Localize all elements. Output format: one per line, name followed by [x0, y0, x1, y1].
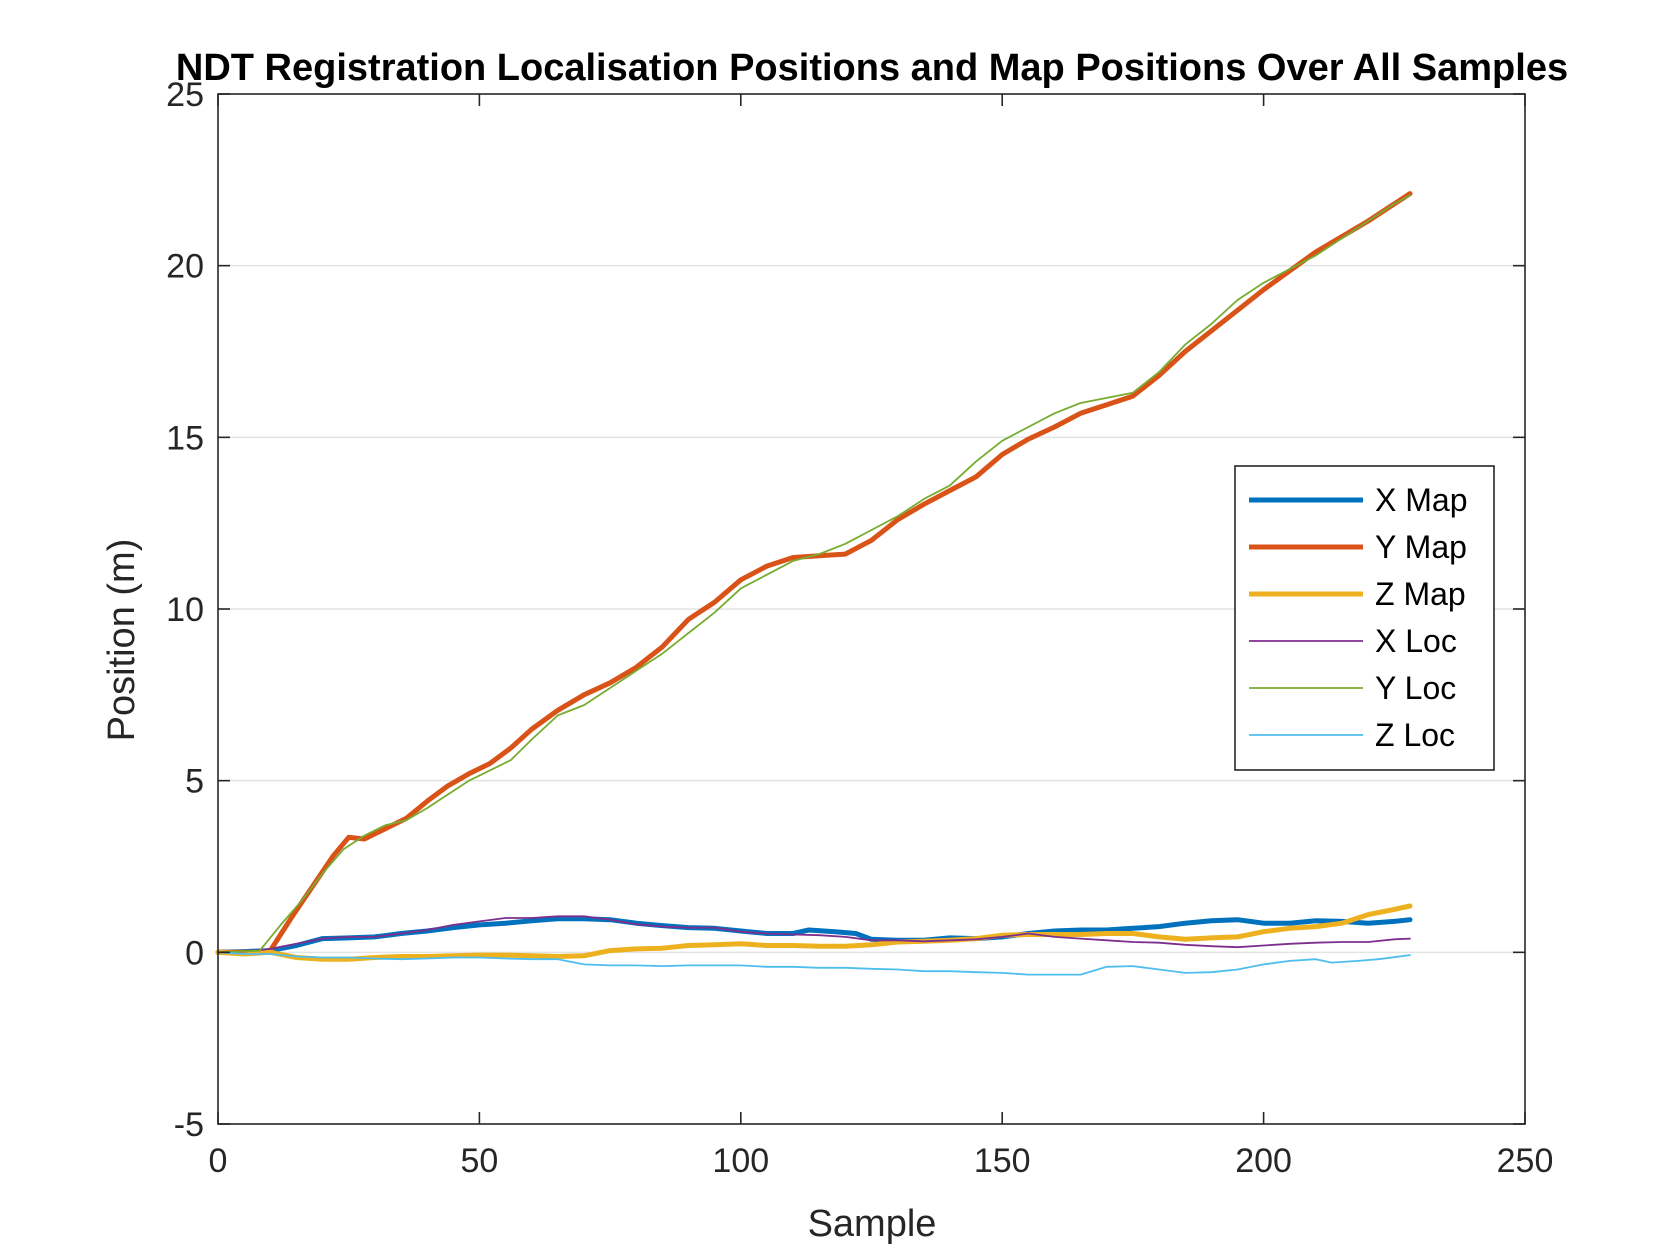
x-tick-label: 250 [1497, 1142, 1554, 1180]
legend-label: X Loc [1375, 623, 1457, 659]
chart-title: NDT Registration Localisation Positions … [176, 47, 1568, 89]
series-line-z-map [215, 903, 1413, 962]
legend-label: Y Loc [1375, 670, 1456, 706]
y-tick-label: 15 [166, 419, 204, 457]
y-tick-label: 20 [166, 248, 204, 286]
series-line-y-loc [217, 194, 1411, 954]
y-tick-label: 10 [166, 591, 204, 629]
x-axis-label: Sample [808, 1203, 937, 1245]
y-axis-label: Position (m) [101, 539, 143, 742]
x-tick-label: 50 [460, 1142, 498, 1180]
series-line-y-map [215, 191, 1413, 955]
legend: X Map Y Map Z Map X Loc Y Loc Z Loc [1234, 465, 1495, 771]
legend-label: Z Loc [1375, 717, 1455, 753]
legend-label: X Map [1375, 482, 1467, 518]
y-tick-label: -5 [174, 1106, 204, 1144]
series-line-x-loc [217, 915, 1411, 954]
x-tick-label: 150 [974, 1142, 1031, 1180]
x-tick-label: 0 [209, 1142, 228, 1180]
y-tick-label: 25 [166, 76, 204, 114]
y-tick-label: 5 [185, 763, 204, 801]
series-layer [215, 191, 1413, 976]
legend-box [1234, 465, 1495, 771]
y-tick-label: 0 [185, 934, 204, 972]
x-tick-label: 200 [1235, 1142, 1292, 1180]
x-tick-label: 100 [712, 1142, 769, 1180]
legend-label: Y Map [1375, 529, 1467, 565]
axis-ticks [217, 93, 1526, 1125]
legend-label: Z Map [1375, 576, 1466, 612]
series-line-z-loc [217, 951, 1411, 976]
